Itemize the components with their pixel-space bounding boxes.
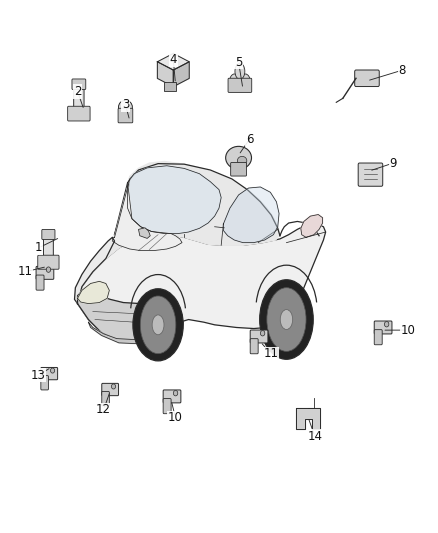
Polygon shape [301,215,322,237]
Ellipse shape [152,315,164,335]
FancyBboxPatch shape [41,367,58,379]
Text: 14: 14 [307,430,322,443]
Polygon shape [78,224,325,341]
FancyBboxPatch shape [102,383,119,395]
FancyBboxPatch shape [72,79,86,90]
FancyBboxPatch shape [36,275,44,290]
Ellipse shape [280,310,293,329]
Ellipse shape [240,74,250,90]
Ellipse shape [140,296,176,354]
FancyBboxPatch shape [118,108,133,123]
Polygon shape [74,237,115,304]
FancyBboxPatch shape [67,106,90,121]
Polygon shape [78,290,182,342]
Polygon shape [173,62,189,87]
FancyBboxPatch shape [250,330,268,343]
Polygon shape [78,281,110,304]
FancyBboxPatch shape [41,376,49,390]
Text: 2: 2 [74,85,81,98]
Polygon shape [127,166,221,233]
Text: 11: 11 [18,265,33,278]
Ellipse shape [385,321,389,327]
Ellipse shape [226,147,251,169]
Text: 12: 12 [96,403,111,416]
Ellipse shape [230,74,239,90]
Text: 8: 8 [398,64,406,77]
Ellipse shape [260,280,313,359]
Polygon shape [88,322,184,344]
Polygon shape [297,408,320,429]
FancyBboxPatch shape [164,82,176,91]
FancyBboxPatch shape [163,399,171,414]
FancyBboxPatch shape [42,229,55,239]
FancyBboxPatch shape [228,78,252,92]
FancyBboxPatch shape [231,163,247,176]
FancyBboxPatch shape [38,255,59,269]
FancyBboxPatch shape [374,321,392,334]
Ellipse shape [133,289,183,361]
Polygon shape [157,62,173,87]
FancyBboxPatch shape [358,163,383,186]
Polygon shape [223,187,279,243]
Text: 10: 10 [401,324,416,337]
Ellipse shape [50,368,55,373]
FancyBboxPatch shape [163,390,181,403]
Ellipse shape [235,63,245,79]
Polygon shape [113,179,182,251]
Ellipse shape [46,267,51,272]
Text: 11: 11 [264,348,279,360]
Ellipse shape [119,100,132,114]
Text: 6: 6 [246,133,253,146]
FancyBboxPatch shape [374,329,382,345]
Polygon shape [93,161,280,272]
Text: 9: 9 [389,157,397,169]
FancyBboxPatch shape [250,338,258,354]
Ellipse shape [267,288,306,351]
FancyBboxPatch shape [355,70,379,86]
Polygon shape [138,228,150,238]
Text: 5: 5 [235,56,242,69]
Text: 3: 3 [122,98,129,111]
FancyBboxPatch shape [36,266,54,279]
FancyBboxPatch shape [74,83,84,110]
Text: 10: 10 [168,411,183,424]
Ellipse shape [237,156,247,165]
Text: 4: 4 [170,53,177,66]
Text: 13: 13 [31,369,46,382]
Text: 1: 1 [35,241,42,254]
Polygon shape [157,53,189,70]
FancyBboxPatch shape [102,392,110,406]
FancyBboxPatch shape [43,233,53,260]
Ellipse shape [260,330,265,336]
Ellipse shape [173,391,178,396]
Ellipse shape [111,384,116,389]
